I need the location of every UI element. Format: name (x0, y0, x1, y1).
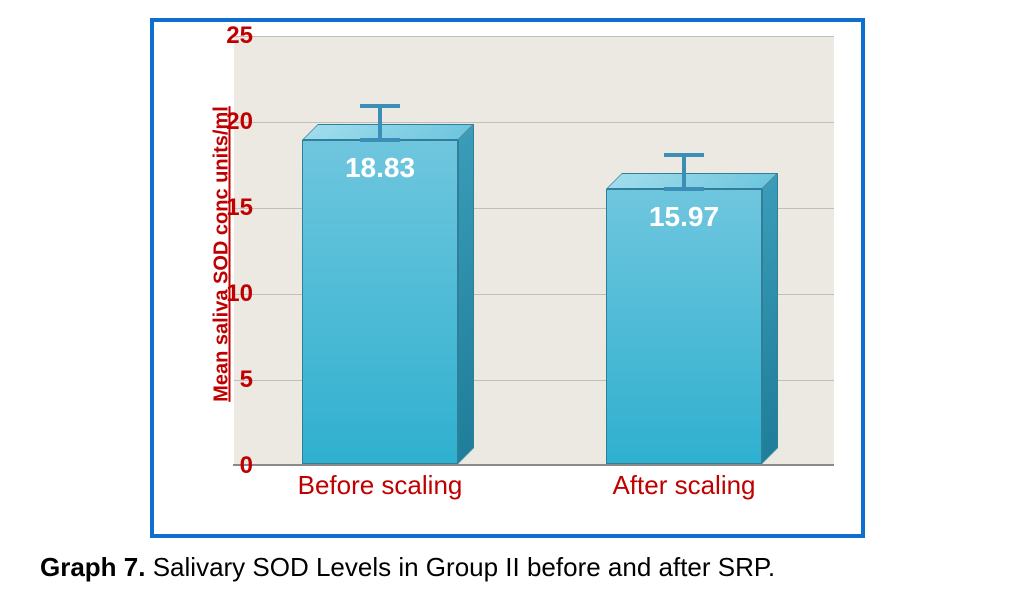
y-axis-label: Mean saliva SOD conc units/ml (211, 106, 234, 402)
y-tick-label: 15 (226, 194, 253, 222)
grid-line (234, 36, 834, 37)
bar-value-label: 15.97 (649, 201, 719, 233)
y-tick-label: 20 (226, 108, 253, 136)
y-tick-label: 10 (226, 280, 253, 308)
y-tick-label: 5 (240, 366, 253, 394)
x-category-label: Before scaling (250, 470, 510, 501)
bar-value-label: 18.83 (345, 152, 415, 184)
caption-text: Salivary SOD Levels in Group II before a… (145, 552, 775, 582)
chart-frame: 18.83 15.97 Mean saliva SOD conc units/ml… (150, 18, 865, 538)
error-bar (378, 106, 382, 140)
figure-wrap: 18.83 15.97 Mean saliva SOD conc units/ml… (0, 0, 1012, 609)
plot-area: 18.83 15.97 (234, 36, 834, 466)
x-category-label: After scaling (554, 470, 814, 501)
caption-prefix: Graph 7. (40, 552, 145, 582)
y-tick-label: 25 (226, 22, 253, 50)
figure-caption: Graph 7. Salivary SOD Levels in Group II… (40, 552, 775, 583)
grid-line (234, 122, 834, 123)
y-axis-label-container: Mean saliva SOD conc units/ml (210, 40, 234, 468)
error-bar (682, 155, 686, 189)
